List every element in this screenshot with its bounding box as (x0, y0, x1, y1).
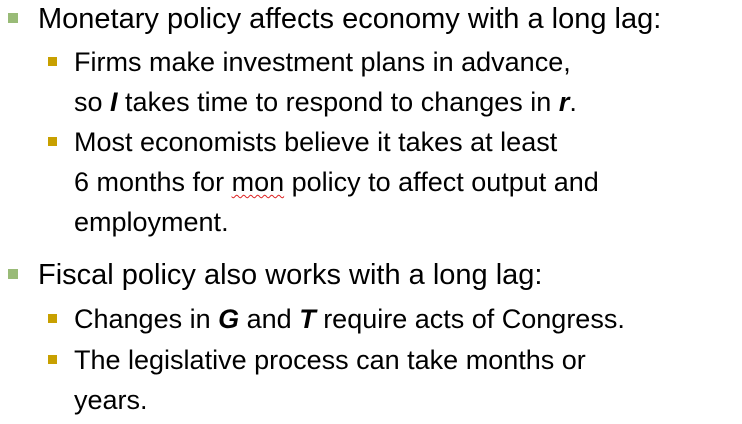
spellcheck-word: mon (231, 167, 285, 197)
sub-bullet-line: employment. (74, 207, 229, 237)
sub-bullet-line: 6 months for mon policy to affect output… (74, 167, 599, 197)
square-bullet-icon (48, 137, 57, 146)
sub-bullet-legislative-process: The legislative process can take months … (48, 340, 586, 420)
sub-bullet-economists-believe: Most economists believe it takes at leas… (48, 122, 599, 242)
bullet-text: Fiscal policy also works with a long lag… (38, 259, 543, 291)
square-bullet-icon (48, 314, 57, 323)
variable-G: G (218, 304, 240, 334)
variable-I: I (110, 87, 118, 117)
square-bullet-icon (8, 269, 18, 279)
sub-bullet-investment-plans: Firms make investment plans in advance, … (48, 42, 577, 122)
square-bullet-icon (8, 13, 18, 23)
sub-bullet-line: Firms make investment plans in advance, (74, 47, 571, 77)
bullet-monetary-policy: Monetary policy affects economy with a l… (8, 2, 661, 36)
sub-bullet-line: years. (74, 385, 148, 415)
sub-bullet-line: The legislative process can take months … (74, 345, 586, 375)
variable-T: T (299, 304, 316, 334)
sub-bullet-line: so I takes time to respond to changes in… (74, 87, 577, 117)
sub-bullet-congress: Changes in G and T require acts of Congr… (48, 299, 625, 339)
sub-bullet-line: Most economists believe it takes at leas… (74, 127, 558, 157)
variable-r: r (558, 87, 570, 117)
square-bullet-icon (48, 355, 57, 364)
bullet-fiscal-policy: Fiscal policy also works with a long lag… (8, 258, 542, 292)
sub-bullet-line: Changes in G and T require acts of Congr… (74, 304, 625, 334)
square-bullet-icon (48, 57, 57, 66)
bullet-text: Monetary policy affects economy with a l… (38, 3, 662, 35)
